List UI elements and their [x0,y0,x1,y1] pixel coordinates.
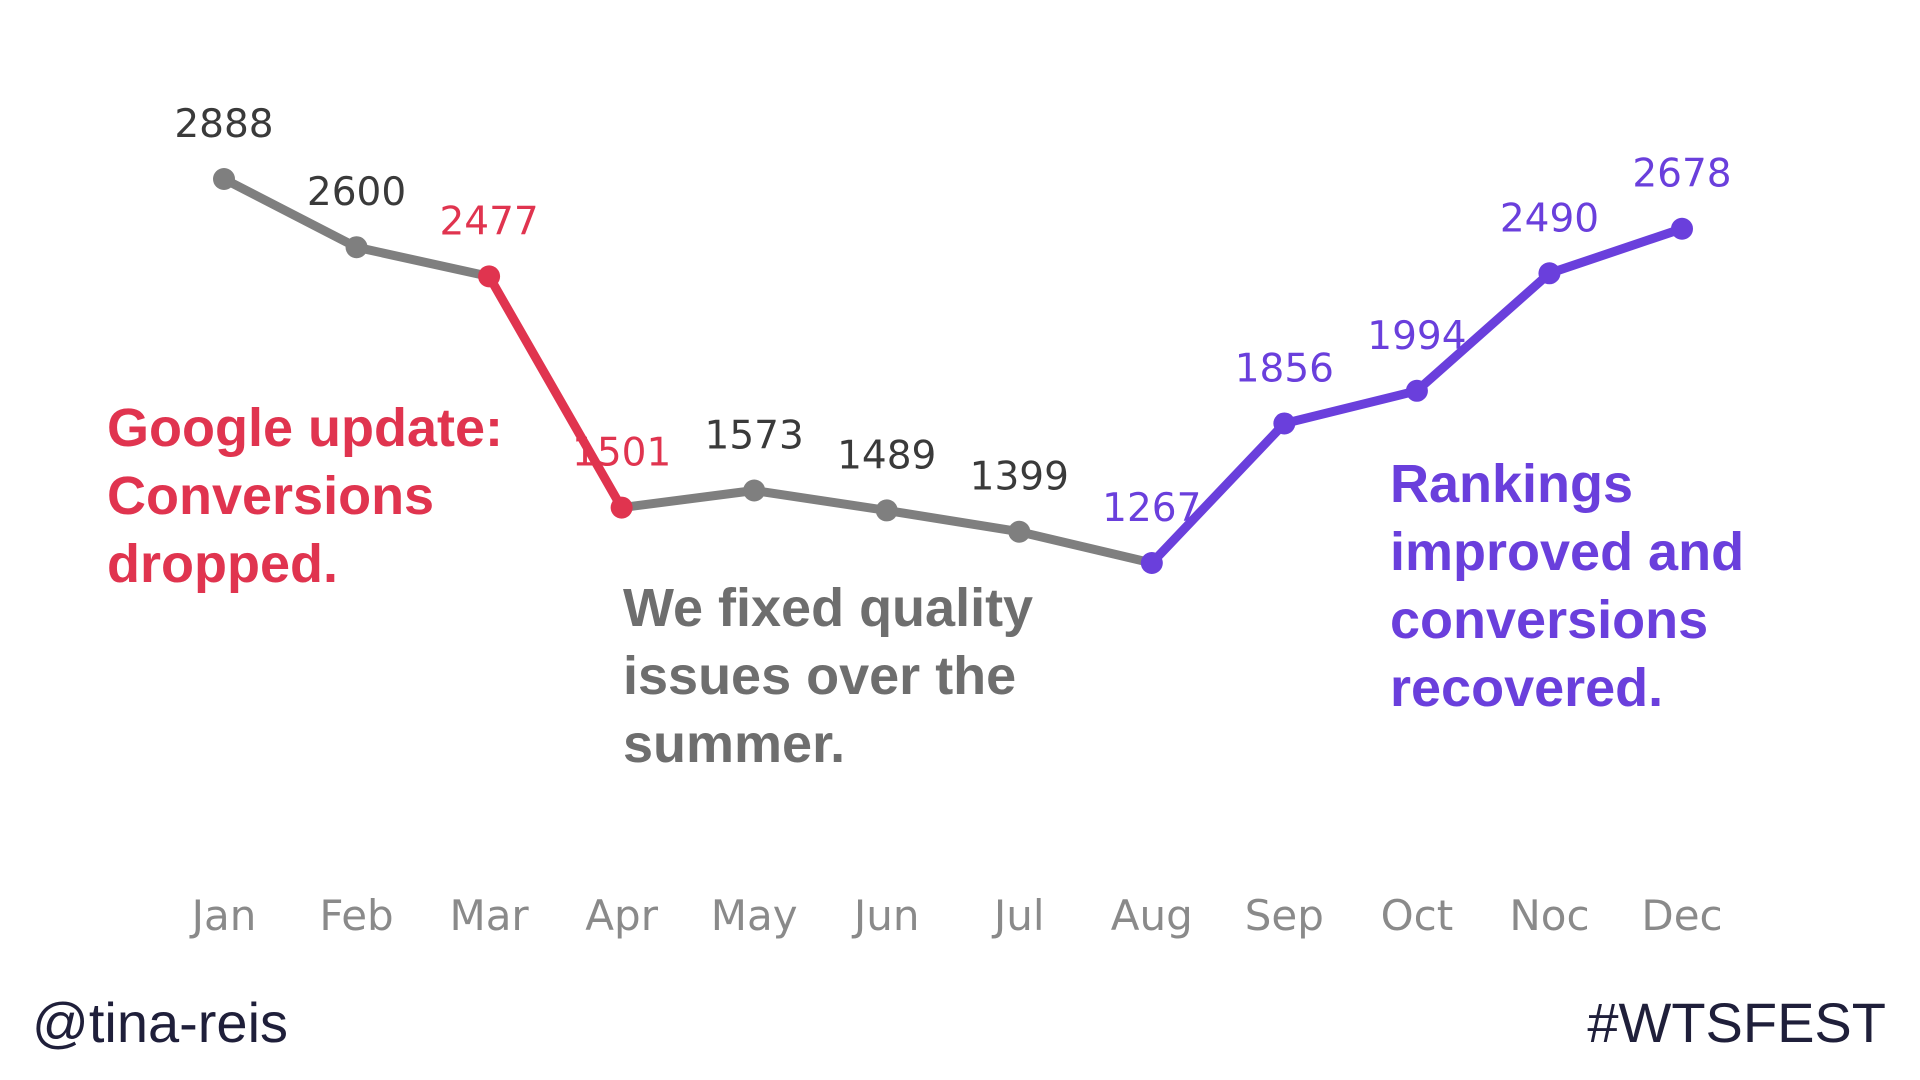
data-point-jul [1008,520,1031,543]
annotation-google-update: Google update: Conversions dropped. [107,398,503,594]
value-label-jan: 2888 [174,102,273,147]
data-point-may [743,479,766,502]
value-label-may: 1573 [705,414,804,459]
x-tick-label-sep: Sep [1245,891,1324,940]
data-point-apr [610,496,633,519]
x-tick-label-mar: Mar [449,891,529,940]
value-label-oct: 1994 [1367,314,1466,359]
event-hashtag: #WTSFEST [1587,991,1886,1054]
x-tick-label-jan: Jan [189,891,257,940]
data-point-jan [213,168,235,190]
x-tick-label-aug: Aug [1111,891,1193,940]
data-point-feb [345,236,368,259]
x-tick-label-apr: Apr [585,891,658,940]
x-tick-label-oct: Oct [1381,891,1454,940]
line-segment-google-update-drop [484,271,627,513]
data-point-sep [1273,412,1296,435]
annotation-recovery: Rankings improved and conversions recove… [1390,454,1745,718]
data-point-aug [1140,552,1163,574]
value-labels: 2888 2600 2477 1501 1573 1489 1399 1267 1856 1994… [174,102,1731,531]
value-label-noc: 2490 [1500,196,1599,241]
x-tick-label-jun: Jun [851,891,920,940]
data-point-mar [478,265,501,288]
value-label-mar: 2477 [439,199,538,244]
author-handle: @tina-reis [32,991,289,1054]
x-tick-label-may: May [711,891,798,940]
value-label-dec: 2678 [1632,152,1731,197]
value-label-jun: 1489 [837,433,936,478]
data-point-noc [1538,262,1561,285]
value-label-aug: 1267 [1102,486,1201,531]
value-label-jul: 1399 [970,455,1069,500]
value-label-sep: 1856 [1235,346,1334,391]
x-tick-label-noc: Noc [1509,891,1589,940]
value-label-apr: 1501 [572,431,671,476]
data-point-oct [1405,379,1428,402]
value-label-feb: 2600 [307,170,406,215]
x-axis-tick-labels: Jan Feb Mar Apr May Jun Jul Aug Sep Oct Noc Dec [189,891,1723,940]
data-points [213,168,1693,574]
x-tick-label-feb: Feb [319,891,393,940]
data-point-dec [1671,217,1693,240]
x-tick-label-jul: Jul [991,891,1045,940]
x-tick-label-dec: Dec [1641,891,1722,940]
annotation-quality-fixes: We fixed quality issues over the summer. [623,578,1034,774]
data-point-jun [875,499,898,522]
